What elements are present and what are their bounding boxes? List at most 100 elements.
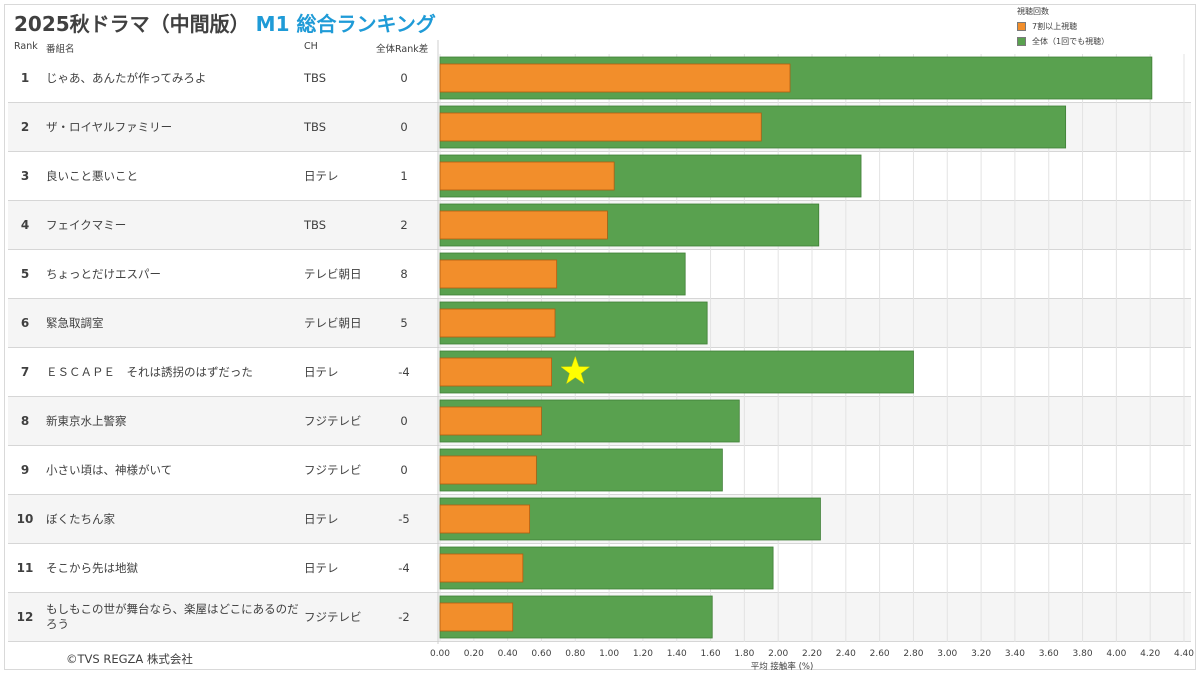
bar-70pct	[439, 553, 524, 583]
x-tick-label: 1.80	[734, 649, 754, 659]
legend-swatch-orange	[1017, 22, 1026, 31]
x-tick-label: 1.40	[667, 649, 687, 659]
x-axis-label: 平均 接触率 (%)	[751, 661, 814, 672]
bar-70pct	[439, 259, 558, 289]
x-tick-label: 0.60	[531, 649, 551, 659]
bar-70pct	[439, 357, 552, 387]
x-tick-label: 1.20	[633, 649, 653, 659]
channel-cell: 日テレ	[304, 561, 339, 575]
bar-70pct	[439, 455, 537, 485]
rank-cell: 2	[20, 120, 30, 134]
x-tick-label: 0.40	[498, 649, 518, 659]
channel-cell: フジテレビ	[304, 610, 362, 624]
x-tick-label: 3.00	[937, 649, 957, 659]
channel-cell: 日テレ	[304, 512, 339, 526]
program-name: ＥＳＣＡＰＥ それは誘拐のはずだった	[46, 364, 253, 379]
rank-cell: 3	[20, 169, 30, 183]
rank-cell: 1	[20, 71, 30, 85]
rank-diff-cell: 8	[400, 267, 408, 281]
header-rank-diff: 全体Rank差	[376, 44, 429, 55]
x-tick-label: 4.20	[1140, 649, 1160, 659]
bar-70pct	[439, 210, 608, 240]
channel-cell: 日テレ	[304, 365, 339, 379]
channel-cell: TBS	[304, 218, 327, 232]
x-tick-label: 3.20	[971, 649, 991, 659]
x-tick-label: 2.80	[903, 649, 923, 659]
chart-title: 2025秋ドラマ（中間版） M1 総合ランキング	[14, 8, 436, 37]
x-tick-label: 3.80	[1073, 649, 1093, 659]
bar-70pct	[439, 63, 791, 93]
rank-diff-cell: 5	[400, 316, 408, 330]
channel-cell: TBS	[304, 120, 327, 134]
program-name: 良いこと悪いこと	[46, 168, 138, 183]
chart-frame	[4, 4, 1196, 670]
bar-70pct	[439, 602, 514, 632]
program-name: ぼくたちん家	[46, 511, 115, 526]
legend-label-all: 全体（1回でも視聴）	[1032, 37, 1110, 46]
program-name: もしもこの世が舞台なら、楽屋はどこにあるのだろう	[46, 602, 299, 631]
rank-cell: 6	[20, 316, 30, 330]
x-tick-label: 2.20	[802, 649, 822, 659]
header-name: 番組名	[46, 44, 75, 55]
rank-cell: 7	[20, 365, 30, 379]
legend-title: 視聴回数	[1017, 7, 1049, 16]
bar-70pct	[439, 112, 762, 142]
x-tick-label: 2.60	[870, 649, 890, 659]
rank-diff-cell: 0	[400, 463, 408, 477]
rank-cell: 12	[16, 610, 34, 624]
header-rank: Rank	[14, 41, 38, 52]
rank-cell: 4	[20, 218, 30, 232]
channel-cell: TBS	[304, 71, 327, 85]
program-name: じゃあ、あんたが作ってみろよ	[46, 70, 207, 85]
channel-cell: フジテレビ	[304, 463, 362, 477]
title-main: 2025秋ドラマ（中間版）	[14, 12, 250, 36]
star-icon	[560, 355, 591, 385]
x-tick-label: 2.00	[768, 649, 788, 659]
x-tick-label: 4.40	[1174, 649, 1194, 659]
program-name: 新東京水上警察	[46, 413, 127, 428]
legend-label-top: 7割以上視聴	[1032, 22, 1078, 31]
title-sub: M1 総合ランキング	[255, 12, 436, 36]
rank-cell: 5	[20, 267, 30, 281]
program-name: 小さい頃は、神様がいて	[46, 462, 173, 477]
channel-cell: 日テレ	[304, 169, 339, 183]
rank-diff-cell: -5	[398, 512, 410, 526]
x-tick-label: 0.00	[430, 649, 450, 659]
x-tick-label: 0.80	[565, 649, 585, 659]
rank-diff-cell: 1	[400, 169, 408, 183]
channel-cell: テレビ朝日	[304, 316, 362, 330]
rank-diff-cell: -4	[398, 365, 410, 379]
program-name: フェイクマミー	[46, 217, 127, 232]
rank-diff-cell: 0	[400, 120, 408, 134]
bar-70pct	[439, 406, 542, 436]
program-name: そこから先は地獄	[46, 560, 138, 575]
legend: 視聴回数 7割以上視聴 全体（1回でも視聴）	[1017, 6, 1109, 47]
copyright: ©TVS REGZA 株式会社	[66, 652, 193, 666]
rank-diff-cell: -2	[398, 610, 410, 624]
channel-cell: フジテレビ	[304, 414, 362, 428]
legend-item-top: 7割以上視聴	[1017, 21, 1109, 32]
program-name: ちょっとだけエスパー	[46, 266, 161, 281]
x-tick-label: 3.60	[1039, 649, 1059, 659]
x-tick-label: 0.20	[464, 649, 484, 659]
bar-70pct	[439, 504, 531, 534]
program-name: ザ・ロイヤルファミリー	[46, 119, 173, 134]
x-tick-label: 2.40	[836, 649, 856, 659]
legend-item-all: 全体（1回でも視聴）	[1017, 36, 1109, 47]
rank-cell: 11	[16, 561, 34, 575]
rank-diff-cell: 0	[400, 414, 408, 428]
rank-cell: 9	[20, 463, 30, 477]
x-tick-label: 1.60	[701, 649, 721, 659]
x-tick-label: 1.00	[599, 649, 619, 659]
x-tick-label: 3.40	[1005, 649, 1025, 659]
header-ch: CH	[304, 41, 318, 52]
legend-swatch-green	[1017, 37, 1026, 46]
rank-diff-cell: 0	[400, 71, 408, 85]
bar-70pct	[439, 161, 615, 191]
program-name: 緊急取調室	[46, 315, 104, 330]
bar-70pct	[439, 308, 556, 338]
rank-cell: 8	[20, 414, 30, 428]
channel-cell: テレビ朝日	[304, 267, 362, 281]
x-tick-label: 4.00	[1106, 649, 1126, 659]
